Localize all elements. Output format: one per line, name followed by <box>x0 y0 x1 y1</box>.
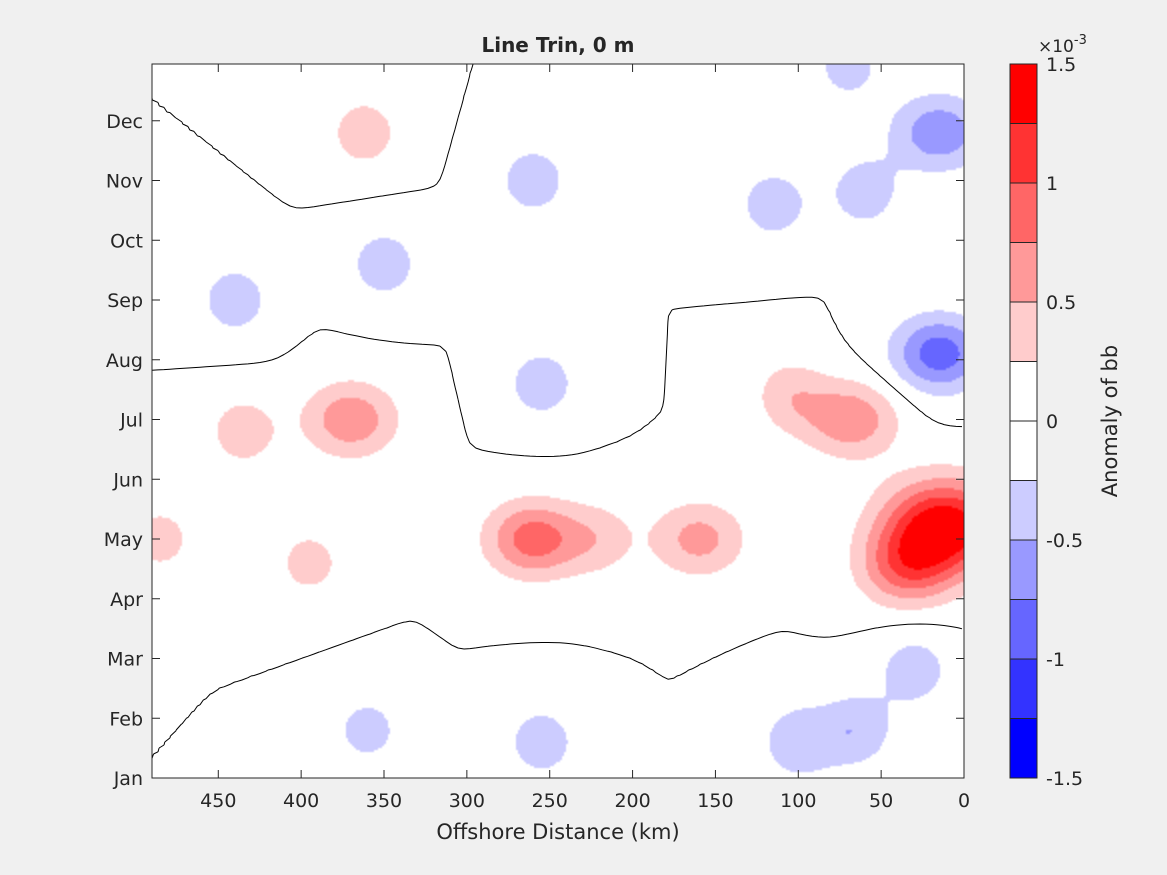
colorbar-tick-label: 1 <box>1046 173 1058 195</box>
x-tick-label: 350 <box>366 790 402 812</box>
y-tick-label: May <box>104 529 143 551</box>
colorbar: 1.5 1 0.5 0 -0.5 -1 -1.5 ×10-3 Anomaly of bb <box>1009 33 1122 790</box>
chart-title: Line Trin, 0 m <box>481 33 634 57</box>
y-tick-label: Jul <box>119 410 143 432</box>
y-tick-label: Nov <box>106 171 143 193</box>
colorbar-tick-label: -0.5 <box>1046 530 1083 552</box>
colorbar-level <box>1010 599 1037 660</box>
y-tick-label: Apr <box>110 589 143 611</box>
colorbar-ticks: 1.5 1 0.5 0 -0.5 -1 -1.5 <box>1032 54 1083 790</box>
y-tick-label: Sep <box>107 290 143 312</box>
plot-frame <box>151 63 965 779</box>
x-tick-label: 250 <box>532 790 568 812</box>
colorbar-tick-label: 1.5 <box>1046 54 1076 76</box>
zero-contour-path <box>151 63 963 759</box>
x-tick-label: 50 <box>869 790 893 812</box>
zero-contour-lines <box>151 63 963 759</box>
plot-area: 450 400 350 300 250 200 150 100 50 0 Jan Feb Mar Apr… <box>104 63 970 812</box>
y-tick-label: Feb <box>109 708 143 730</box>
colorbar-level <box>1010 659 1037 719</box>
y-tick-label: Dec <box>106 111 143 133</box>
x-axis-label: Offshore Distance (km) <box>436 820 679 844</box>
colorbar-tick-label: 0.5 <box>1046 292 1076 314</box>
colorbar-level <box>1010 480 1037 541</box>
y-tick-label: Oct <box>110 230 143 252</box>
colorbar-levels <box>1010 64 1037 779</box>
x-tick-label: 400 <box>283 790 319 812</box>
x-tick-label: 0 <box>958 790 970 812</box>
x-tick-label: 100 <box>780 790 816 812</box>
y-axis-ticks: Jan Feb Mar Apr May Jun Jul Aug Sep Oct Nov Dec <box>104 111 964 790</box>
colorbar-exponent: ×10-3 <box>1038 33 1087 57</box>
colorbar-level <box>1010 64 1037 124</box>
y-tick-label: Mar <box>107 649 143 671</box>
colorbar-exponent-base: ×10 <box>1038 37 1074 57</box>
x-tick-label: 300 <box>449 790 485 812</box>
colorbar-level <box>1010 718 1037 779</box>
colorbar-level <box>1010 421 1037 481</box>
colorbar-level <box>1010 540 1037 600</box>
x-tick-label: 200 <box>614 790 650 812</box>
colorbar-tick-label: -1.5 <box>1046 768 1083 790</box>
colorbar-level <box>1010 361 1037 422</box>
colorbar-level <box>1010 183 1037 243</box>
y-tick-label: Jan <box>113 768 143 790</box>
colorbar-exponent-power: -3 <box>1074 33 1087 48</box>
x-tick-label: 450 <box>200 790 236 812</box>
x-tick-label: 150 <box>697 790 733 812</box>
y-tick-label: Aug <box>106 350 143 372</box>
colorbar-level <box>1010 242 1037 303</box>
colorbar-level <box>1010 302 1037 362</box>
anomaly-field <box>152 64 964 778</box>
colorbar-level <box>1010 123 1037 184</box>
colorbar-tick-label: 0 <box>1046 411 1058 433</box>
colorbar-label: Anomaly of bb <box>1098 345 1122 497</box>
colorbar-tick-label: -1 <box>1046 649 1065 671</box>
x-axis-ticks: 450 400 350 300 250 200 150 100 50 0 <box>200 64 970 812</box>
y-tick-label: Jun <box>112 469 143 491</box>
